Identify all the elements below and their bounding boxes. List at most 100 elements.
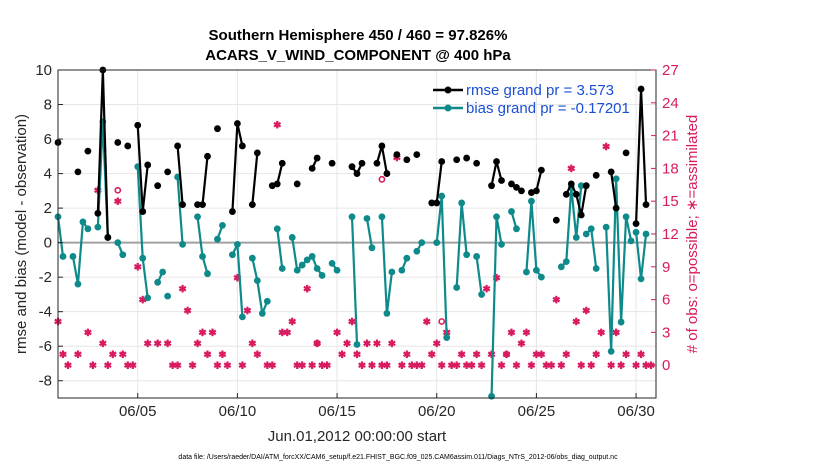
bias-point — [69, 253, 77, 260]
bias-point — [398, 266, 406, 274]
rmse-point — [348, 163, 356, 171]
bias-point — [234, 240, 241, 248]
bias-point — [313, 265, 321, 272]
obs-assimilated-marker — [617, 361, 625, 369]
y-left-tick-label: 4 — [44, 166, 52, 183]
rmse-point — [622, 149, 630, 157]
rmse-point — [488, 182, 495, 190]
bias-point — [592, 265, 600, 272]
rmse-series — [54, 66, 650, 241]
obs-assimilated-marker — [208, 328, 217, 337]
obs-assimilated-marker — [198, 328, 207, 337]
bias-point — [582, 230, 590, 238]
bias-point — [617, 318, 625, 326]
rmse-point — [373, 159, 381, 167]
obs-possible-marker — [378, 175, 386, 183]
obs-assimilated-marker — [497, 361, 506, 369]
legend-bias-label: bias grand pr = -0.17201 — [466, 100, 630, 117]
rmse-point — [358, 159, 366, 167]
rmse-point — [607, 168, 615, 176]
obs-assimilated-marker — [173, 361, 182, 369]
x-tick-label: 06/30 — [617, 403, 655, 420]
rmse-point — [518, 187, 525, 195]
obs-assimilated-marker — [577, 361, 586, 369]
rmse-point — [144, 161, 152, 169]
bias-point — [348, 213, 356, 221]
x-tick-label: 06/15 — [318, 403, 356, 420]
obs-assimilated-marker — [567, 164, 576, 173]
obs-assimilated-marker — [343, 339, 351, 348]
obs-assimilated-marker — [98, 339, 107, 348]
obs-assimilated-marker — [517, 339, 526, 348]
obs-assimilated-marker — [59, 350, 67, 359]
x-tick-label: 06/10 — [219, 403, 257, 420]
rmse-point — [74, 168, 82, 176]
bias-point — [154, 278, 162, 286]
rmse-point — [124, 142, 132, 150]
x-tick-label: 06/05 — [119, 403, 157, 420]
rmse-point — [313, 154, 321, 162]
bias-line-segment — [251, 257, 269, 315]
bias-point — [258, 310, 266, 317]
bias-line-segment — [56, 216, 65, 257]
obs-assimilated-marker — [358, 361, 366, 369]
y-right-tick-label: 24 — [662, 95, 679, 112]
y-right-tick-label: 9 — [662, 259, 670, 276]
y-right-tick-label: 21 — [662, 128, 679, 145]
bias-point — [637, 275, 645, 283]
rmse-line-segment — [176, 145, 184, 205]
rmse-point — [378, 142, 386, 150]
obs-assimilated-marker — [163, 339, 172, 348]
obs-assimilated-marker — [507, 328, 516, 337]
obs-assimilated-marker — [84, 328, 92, 337]
obs-assimilated-marker — [213, 361, 222, 369]
x-tick-label: 06/20 — [418, 403, 456, 420]
rmse-point — [214, 125, 221, 133]
rmse-point — [134, 121, 142, 129]
bias-point — [378, 213, 386, 221]
bias-point — [528, 197, 535, 205]
y-axis-right-label: # of obs: o=possible; ∗=assimilated — [684, 115, 701, 354]
bias-point — [438, 192, 446, 200]
y-left-tick-label: 0 — [44, 235, 52, 252]
bias-point — [139, 254, 147, 262]
obs-assimilated-marker — [298, 361, 307, 369]
legend-rmse-label: rmse grand pr = 3.573 — [466, 82, 614, 99]
obs-count-markers — [54, 120, 655, 369]
obs-assimilated-marker — [402, 350, 411, 359]
y-axis-right-ticks: 0 3 6 9 12 15 18 21 24 27 — [651, 62, 679, 374]
obs-assimilated-marker — [108, 350, 117, 359]
rmse-point — [229, 208, 236, 215]
rmse-point — [114, 139, 122, 146]
rmse-point — [154, 182, 162, 190]
obs-assimilated-marker — [467, 361, 476, 369]
bias-point — [333, 266, 341, 274]
rmse-point — [94, 209, 102, 217]
obs-assimilated-marker — [547, 361, 556, 369]
y-right-tick-label: 0 — [662, 357, 670, 374]
obs-assimilated-marker — [457, 350, 466, 359]
obs-assimilated-marker — [188, 361, 197, 369]
legend-bias-marker — [444, 104, 452, 112]
obs-assimilated-marker — [587, 361, 596, 369]
obs-assimilated-marker — [388, 339, 396, 348]
bias-point — [533, 266, 540, 274]
rmse-point — [493, 158, 500, 165]
bias-point — [488, 392, 495, 400]
obs-assimilated-marker — [417, 361, 426, 369]
obs-assimilated-marker — [118, 350, 127, 359]
obs-assimilated-marker — [218, 350, 227, 359]
bias-point — [458, 199, 466, 207]
obs-assimilated-marker — [223, 361, 232, 369]
bias-point — [508, 208, 515, 215]
bias-point — [388, 268, 396, 276]
bias-point — [253, 277, 261, 285]
bias-line-segment — [365, 218, 374, 248]
bias-point — [74, 280, 82, 288]
plot-area — [58, 70, 656, 398]
bias-point — [318, 272, 326, 279]
obs-assimilated-marker — [248, 339, 257, 348]
obs-assimilated-marker — [268, 361, 277, 369]
obs-assimilated-marker — [203, 350, 212, 359]
bias-point — [537, 273, 545, 281]
